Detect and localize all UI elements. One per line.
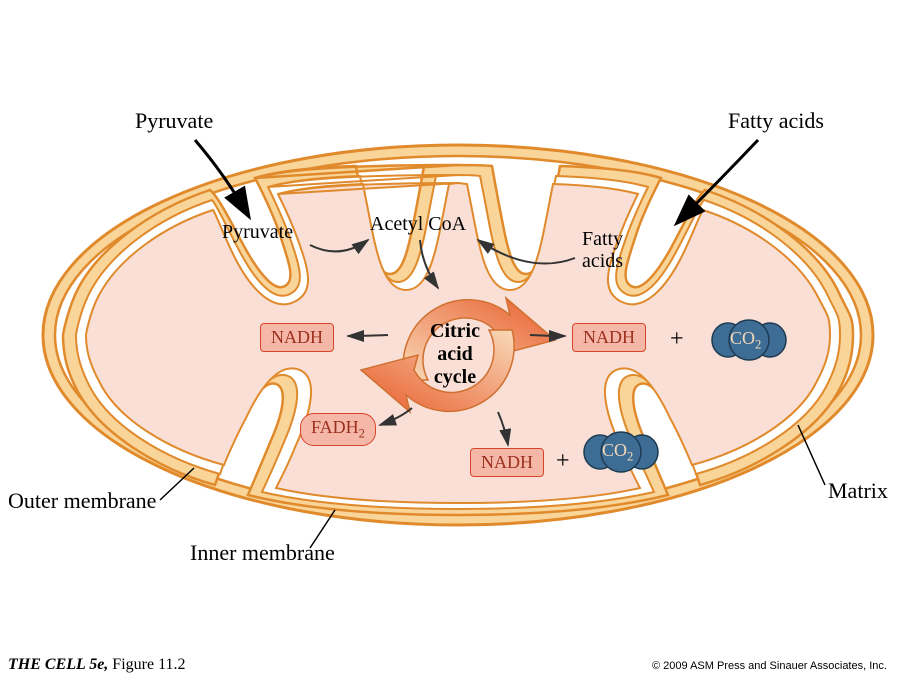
fadh2: FADH2 (300, 413, 376, 446)
book-ref: THE CELL 5e, Figure 11.2 (8, 656, 185, 674)
label-pyruvate-inner: Pyruvate (222, 221, 293, 244)
copyright: © 2009 ASM Press and Sinauer Associates,… (652, 660, 887, 672)
arrow-cycle-nadh-left (348, 335, 388, 336)
nadh-bottom: NADH (470, 448, 544, 477)
label-fatty-acids-outer: Fatty acids (728, 108, 824, 134)
nadh-left: NADH (260, 323, 334, 352)
co2-right-text: CO2 (730, 328, 761, 353)
arrow-cycle-nadh-right (530, 335, 565, 336)
label-outer-membrane: Outer membrane (8, 488, 156, 514)
label-pyruvate-outer: Pyruvate (135, 108, 213, 134)
nadh-right: NADH (572, 323, 646, 352)
label-fatty-acids-inner: Fatty acids (582, 228, 623, 272)
plus-bottom: + (556, 448, 570, 475)
co2-bottom-text: CO2 (602, 440, 633, 465)
label-citric-cycle: Citric acid cycle (430, 320, 480, 389)
label-acetyl-coa: Acetyl CoA (370, 213, 466, 236)
label-matrix: Matrix (828, 478, 888, 504)
label-inner-membrane: Inner membrane (190, 540, 335, 566)
plus-right: + (670, 326, 684, 353)
